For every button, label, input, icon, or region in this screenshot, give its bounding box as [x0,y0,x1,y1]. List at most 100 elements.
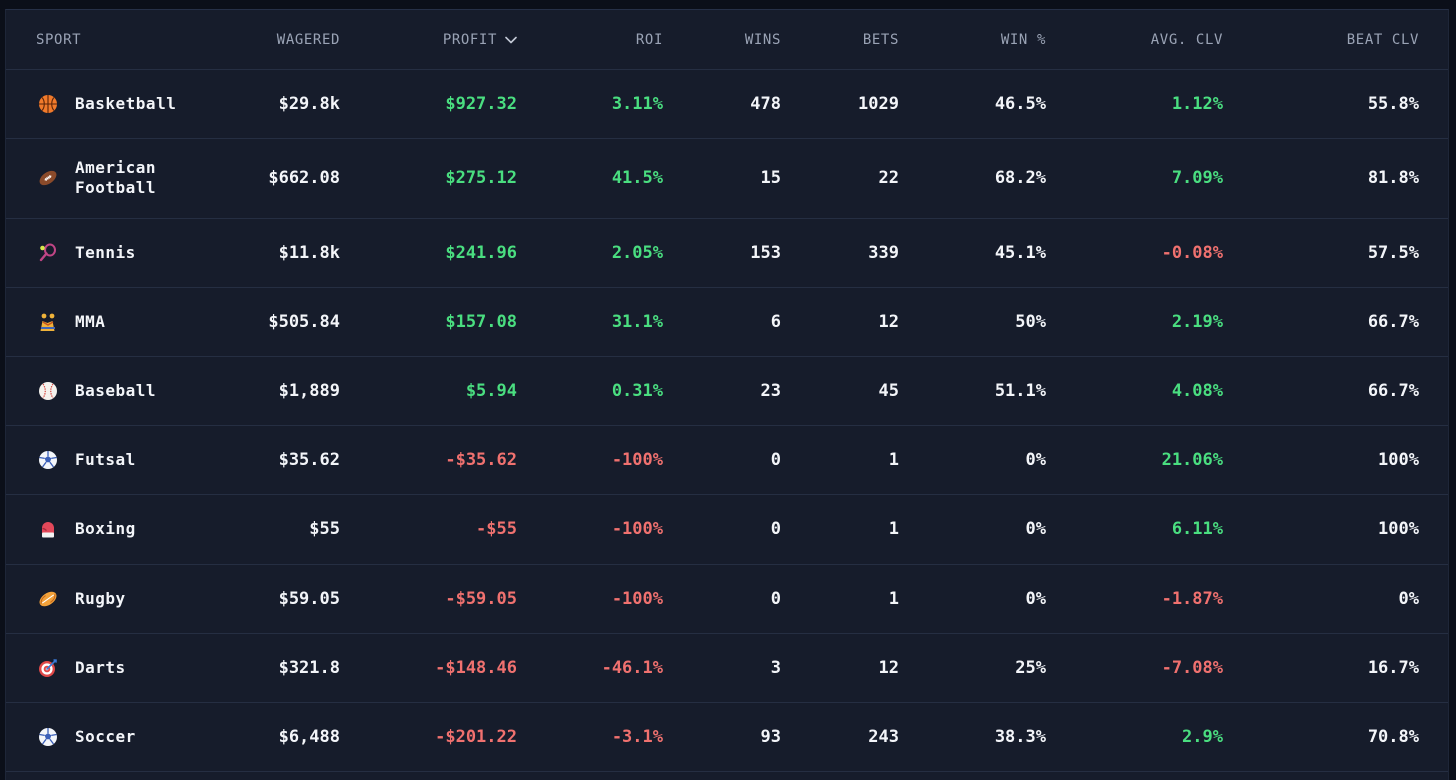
sport-name: Futsal [75,449,136,469]
beat-clv-value: 81.8% [1367,168,1419,188]
avg-clv-value: -0.08% [1161,242,1223,263]
bets-value: 12 [878,311,899,332]
header-profit-label: PROFIT [442,31,497,48]
table-row[interactable]: Boxing $55 -$55 -100% 0 1 0% 6.11% 100% [6,494,1448,565]
roi-value: -100% [611,588,663,609]
header-bets[interactable]: BETS [806,10,899,69]
avg-clv-value: -1.87% [1161,588,1223,609]
wins-value: 3 [770,657,781,678]
wins-value: 6 [770,311,781,332]
wagered-value: $59.05 [278,588,340,609]
bets-value: 1 [888,519,899,539]
beat-clv-value: 66.7% [1367,311,1419,332]
bets-value: 243 [868,726,899,747]
header-roi-label: ROI [635,31,663,48]
table-row[interactable]: Soccer $6,488 -$201.22 -3.1% 93 243 38.3… [6,702,1448,772]
win-pct-value: 68.2% [994,168,1046,188]
wagered-value: $662.08 [268,168,340,188]
baseball-icon [38,381,58,401]
futsal-ball-icon [38,450,58,470]
roi-value: 2.05% [611,242,663,263]
sport-name: Baseball [75,380,157,400]
profit-value: $275.12 [445,168,517,188]
sport-name: American Football [75,158,157,197]
wagered-value: $11.8k [278,242,340,263]
win-pct-value: 25% [1015,657,1046,678]
roi-value: 3.11% [611,93,663,114]
beat-clv-value: 57.5% [1367,242,1419,263]
header-avg-clv-label: AVG. CLV [1150,31,1223,48]
wins-value: 478 [750,93,781,114]
rugby-ball-icon [38,589,58,609]
avg-clv-value: 2.19% [1171,311,1223,332]
wagered-value: $1,889 [278,380,340,401]
wins-value: 15 [760,168,781,188]
table-row[interactable]: MMA $505.84 $157.08 31.1% 6 12 50% 2.19%… [6,287,1448,357]
header-profit[interactable]: PROFIT [376,10,517,69]
bets-value: 22 [878,168,899,188]
table-row[interactable]: Darts $321.8 -$148.46 -46.1% 3 12 25% -7… [6,633,1448,703]
wins-value: 23 [760,380,781,401]
wagered-value: $55 [309,519,340,539]
wins-value: 0 [770,449,781,470]
beat-clv-value: 100% [1378,519,1419,539]
tennis-icon [38,243,58,263]
roi-value: -100% [611,519,663,539]
profit-value: $157.08 [445,311,517,332]
bets-value: 339 [868,242,899,263]
wins-value: 0 [770,588,781,609]
header-roi[interactable]: ROI [546,10,663,69]
wagered-value: $29.8k [278,93,340,114]
win-pct-value: 38.3% [994,726,1046,747]
win-pct-value: 46.5% [994,93,1046,114]
wins-value: 93 [760,726,781,747]
chevron-down-icon [505,36,517,44]
table-header-row: SPORT WAGERED PROFIT ROI WINS BETS WIN %… [6,10,1448,70]
roi-value: -3.1% [611,726,663,747]
profit-value: -$148.46 [435,657,517,678]
header-sport-label: SPORT [36,31,82,48]
sport-name: Basketball [75,93,177,113]
avg-clv-value: 4.08% [1171,380,1223,401]
sport-name: Tennis [75,242,136,262]
table-row[interactable]: Rugby $59.05 -$59.05 -100% 0 1 0% -1.87%… [6,564,1448,634]
table-row[interactable]: Basketball $29.8k $927.32 3.11% 478 1029… [6,69,1448,139]
table-row[interactable]: American Football $662.08 $275.12 41.5% … [6,138,1448,219]
roi-value: -100% [611,449,663,470]
wins-value: 153 [750,242,781,263]
boxing-glove-icon [38,519,58,539]
profit-value: -$35.62 [445,449,517,470]
header-sport[interactable]: SPORT [36,10,81,69]
basketball-icon [38,94,58,114]
sport-name: MMA [75,311,106,331]
avg-clv-value: 1.12% [1171,93,1223,114]
table-row[interactable]: Futsal $35.62 -$35.62 -100% 0 1 0% 21.06… [6,425,1448,495]
profit-value: -$201.22 [435,726,517,747]
bets-value: 45 [878,380,899,401]
header-avg-clv[interactable]: AVG. CLV [1066,10,1223,69]
profit-value: -$55 [476,519,517,539]
header-beat-clv-label: BEAT CLV [1346,31,1419,48]
win-pct-value: 50% [1015,311,1046,332]
header-win-pct[interactable]: WIN % [926,10,1046,69]
wins-value: 0 [770,519,781,539]
dartboard-icon [38,658,58,678]
bets-value: 1 [888,449,899,470]
win-pct-value: 0% [1025,449,1046,470]
table-row[interactable]: Tennis $11.8k $241.96 2.05% 153 339 45.1… [6,218,1448,288]
roi-value: -46.1% [601,657,663,678]
header-win-pct-label: WIN % [1000,31,1046,48]
profit-value: -$59.05 [445,588,517,609]
profit-value: $241.96 [445,242,517,263]
table-row[interactable]: Baseball $1,889 $5.94 0.31% 23 45 51.1% … [6,356,1448,426]
bets-value: 1029 [858,93,899,114]
sport-name: Soccer [75,726,136,746]
header-wagered[interactable]: WAGERED [206,10,340,69]
beat-clv-value: 55.8% [1367,93,1419,114]
beat-clv-value: 100% [1378,449,1419,470]
bets-value: 1 [888,588,899,609]
header-wins[interactable]: WINS [686,10,781,69]
wagered-value: $505.84 [268,311,340,332]
header-beat-clv[interactable]: BEAT CLV [1256,10,1419,69]
avg-clv-value: 2.9% [1182,726,1223,747]
